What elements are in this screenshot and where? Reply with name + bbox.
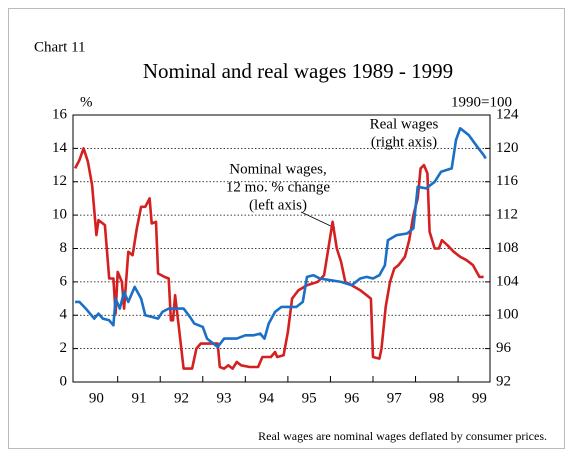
x-tick-label: 99 <box>472 390 487 406</box>
y-tick-label: 2 <box>60 340 68 356</box>
x-tick-label: 94 <box>259 390 275 406</box>
y2-tick-label: 96 <box>496 340 512 356</box>
leader-line <box>300 211 336 229</box>
y-tick-label: 6 <box>60 273 68 289</box>
y2-tick-label: 124 <box>496 106 519 122</box>
x-tick-label: 91 <box>131 390 146 406</box>
y-tick-label: 8 <box>60 240 68 256</box>
y-tick-label: 4 <box>60 307 68 323</box>
annotation: Nominal wages, <box>229 161 326 177</box>
y2-tick-label: 104 <box>496 273 519 289</box>
x-tick-label: 98 <box>429 390 444 406</box>
x-tick-label: 95 <box>302 390 317 406</box>
y-tick-label: 0 <box>60 373 68 389</box>
y2-tick-label: 92 <box>496 373 511 389</box>
chart-caption: Chart 11 <box>34 39 86 55</box>
y2-tick-label: 116 <box>496 173 518 189</box>
y-tick-label: 16 <box>52 106 68 122</box>
series-line <box>75 127 487 349</box>
annotation: (left axis) <box>249 197 307 213</box>
y2-tick-label: 120 <box>496 140 519 156</box>
x-tick-label: 90 <box>89 390 104 406</box>
x-tick-label: 93 <box>217 390 232 406</box>
x-tick-label: 96 <box>344 390 360 406</box>
plot-frame <box>72 114 491 383</box>
annotation: Real wages <box>370 116 439 132</box>
y-tick-label: 10 <box>52 207 67 223</box>
y2-tick-label: 108 <box>496 240 519 256</box>
y-tick-label: 14 <box>52 140 68 156</box>
footnote: Real wages are nominal wages deflated by… <box>258 429 547 443</box>
annotation: 12 mo. % change <box>226 179 330 195</box>
y2-axis-label: 1990=100 <box>451 94 512 110</box>
y2-tick-label: 100 <box>496 307 519 323</box>
y2-tick-label: 112 <box>496 207 518 223</box>
y-tick-label: 12 <box>52 173 67 189</box>
chart-title: Nominal and real wages 1989 - 1999 <box>143 59 453 83</box>
y-axis-label: % <box>80 94 93 110</box>
annotation: (right axis) <box>371 134 437 150</box>
x-tick-label: 97 <box>387 390 403 406</box>
x-tick-label: 92 <box>174 390 189 406</box>
